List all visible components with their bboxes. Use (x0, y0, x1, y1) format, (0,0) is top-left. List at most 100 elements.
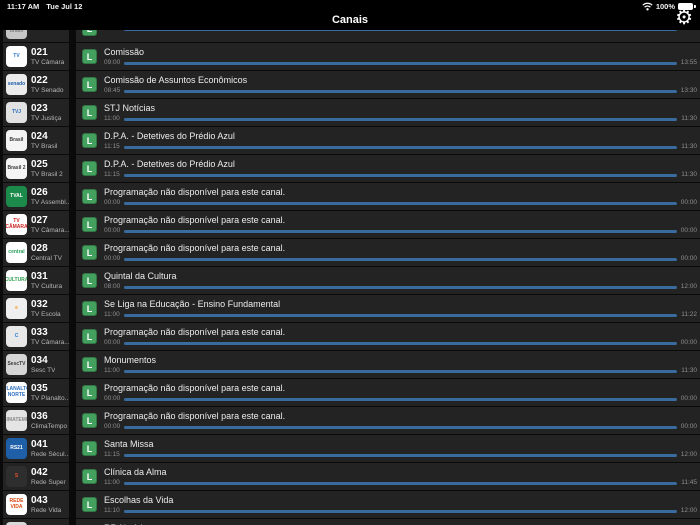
channel-name: TV Cultura (31, 282, 63, 290)
settings-gear-icon[interactable]: ⚙ (675, 7, 693, 29)
channel-row[interactable]: TV CÂMARA 027 TV Câmara... L Programação… (0, 211, 700, 238)
channel-row[interactable]: CLIMATEMPO 036 ClimaTempo L Programação … (0, 407, 700, 434)
channel-row[interactable]: RS21 041 Rede Sécul... L Santa Missa 11:… (0, 435, 700, 462)
rating-badge: L (82, 469, 97, 484)
channel-name: ClimaTempo (31, 422, 68, 430)
program-cell: L D.P.A. - Detetives do Prédio Azul 11:1… (76, 155, 700, 182)
channel-row[interactable]: central 028 Central TV L Programação não… (0, 239, 700, 266)
channel-number: 025 (31, 158, 48, 170)
channel-number: 021 (31, 46, 48, 58)
rating-badge: L (82, 49, 97, 64)
program-title: Comissão de Assuntos Econômicos (104, 74, 248, 85)
program-title: Escolhas da Vida (104, 494, 174, 505)
channel-row[interactable]: CULTURA 031 TV Cultura L Quintal da Cult… (0, 267, 700, 294)
rating-badge: L (82, 301, 97, 316)
program-cell: L Escolhas da Vida 11:10 12:00 (76, 491, 700, 518)
progress-bar (124, 61, 677, 65)
rating-badge: L (82, 105, 97, 120)
program-end-time: 13:30 (680, 87, 697, 94)
channel-row[interactable]: RR 044 L RR Notícias (0, 519, 700, 525)
rating-badge: L (82, 245, 97, 260)
channel-row[interactable]: S 042 Rede Super L Clínica da Alma 11:00… (0, 463, 700, 490)
channel-number: 031 (31, 270, 48, 282)
rating-badge: L (82, 273, 97, 288)
channel-cell: S 042 Rede Super (3, 463, 69, 490)
channel-row[interactable]: e 032 TV Escola L Se Liga na Educação - … (0, 295, 700, 322)
program-end-time: 11:30 (681, 143, 697, 150)
channel-number: 033 (31, 326, 48, 338)
channel-row[interactable]: SescTV 034 Sesc TV L Monumentos 11:00 11… (0, 351, 700, 378)
program-start-time: 00:00 (104, 199, 121, 206)
channel-name: TV Câmara... (31, 338, 69, 346)
progress-bar (123, 173, 678, 177)
progress-bar (123, 369, 678, 373)
program-end-time: 11:45 (681, 479, 697, 486)
channel-row[interactable]: TVJ 023 TV Justiça L STJ Notícias 11:00 … (0, 99, 700, 126)
program-title: Programação não disponível para este can… (104, 410, 286, 421)
channel-cell: Brasil 2 025 TV Brasil 2 (3, 155, 69, 182)
program-end-time: 11:30 (681, 171, 697, 178)
program-start-time: 11:00 (104, 479, 120, 486)
channel-number: 041 (31, 438, 48, 450)
program-end-time: 12:00 (680, 451, 697, 458)
program-title: Se Liga na Educação - Ensino Fundamental (104, 298, 281, 309)
progress-bar (123, 145, 678, 149)
program-cell: L Comissão de Assuntos Econômicos 08:45 … (76, 71, 700, 98)
channel-name: TV Câmara... (31, 226, 69, 234)
program-title: D.P.A. - Detetives do Prédio Azul (104, 130, 235, 141)
channel-row[interactable]: TVAL 026 TV Assembl... L Programação não… (0, 183, 700, 210)
progress-bar (123, 481, 678, 485)
program-title: Monumentos (104, 354, 157, 365)
program-start-time: 00:00 (104, 423, 121, 430)
channel-name: TV Senado (31, 86, 64, 94)
program-end-time: 11:30 (681, 367, 697, 374)
channel-number: 023 (31, 102, 48, 114)
channel-number: 024 (31, 130, 48, 142)
channel-logo: Brasil (6, 130, 27, 151)
progress-bar (123, 117, 678, 121)
progress-bar (123, 453, 677, 457)
channel-logo: TVAL (6, 186, 27, 207)
channel-number: 034 (31, 354, 48, 366)
channel-cell: CULTURA 031 TV Cultura (3, 267, 69, 294)
battery-icon (678, 3, 696, 10)
channel-row[interactable]: REDE VIDA 043 Rede Vida L Escolhas da Vi… (0, 491, 700, 518)
progress-bar (124, 425, 677, 429)
program-title: D.P.A. - Detetives do Prédio Azul (104, 158, 235, 169)
channel-cell: RR 044 (3, 519, 69, 525)
program-start-time: 11:10 (104, 507, 120, 514)
program-start-time: 00:00 (104, 395, 121, 402)
channel-logo: REDE VIDA (6, 494, 27, 515)
program-cell: L Comissão 09:00 13:55 (76, 43, 700, 70)
program-cell: L Clínica da Alma 11:00 11:45 (76, 463, 700, 490)
program-start-time: 00:00 (104, 227, 121, 234)
channel-cell: RS21 041 Rede Sécul... (3, 435, 69, 462)
wifi-icon (642, 2, 653, 11)
status-time: 11:17 AM (7, 2, 40, 11)
program-cell: L Santa Missa 11:15 12:00 (76, 435, 700, 462)
program-title: Programação não disponível para este can… (104, 214, 286, 225)
rating-badge: L (82, 357, 97, 372)
channel-row[interactable]: senado 022 TV Senado L Comissão de Assun… (0, 71, 700, 98)
channel-row[interactable]: Brasil 024 TV Brasil L D.P.A. - Detetive… (0, 127, 700, 154)
channel-row[interactable]: Brasil 2 025 TV Brasil 2 L D.P.A. - Dete… (0, 155, 700, 182)
channel-row[interactable]: TV 021 TV Câmara L Comissão 09:00 13:55 (0, 43, 700, 70)
rating-badge: L (82, 413, 97, 428)
channel-logo: central (6, 242, 27, 263)
channel-cell: e 032 TV Escola (3, 295, 69, 322)
channel-row[interactable]: C 033 TV Câmara... L Programação não dis… (0, 323, 700, 350)
program-end-time: 11:22 (681, 311, 697, 318)
channel-number: 035 (31, 382, 48, 394)
channel-name: Sesc TV (31, 366, 56, 374)
channel-logo: RS21 (6, 438, 27, 459)
channel-row[interactable]: PLANALTO NORTE 035 TV Planalto... L Prog… (0, 379, 700, 406)
channel-list[interactable]: com brasil Com Brasil L 11:00 11:30 TV 0… (0, 15, 700, 525)
navigation-bar: 11:17 AM Tue Jul 12 100% Canais ⚙ (0, 0, 700, 30)
channel-logo: C (6, 326, 27, 347)
program-cell: L Programação não disponível para este c… (76, 323, 700, 350)
program-title: STJ Notícias (104, 102, 156, 113)
rating-badge: L (82, 329, 97, 344)
program-end-time: 00:00 (680, 199, 697, 206)
program-cell: L Programação não disponível para este c… (76, 211, 700, 238)
program-end-time: 00:00 (680, 255, 697, 262)
